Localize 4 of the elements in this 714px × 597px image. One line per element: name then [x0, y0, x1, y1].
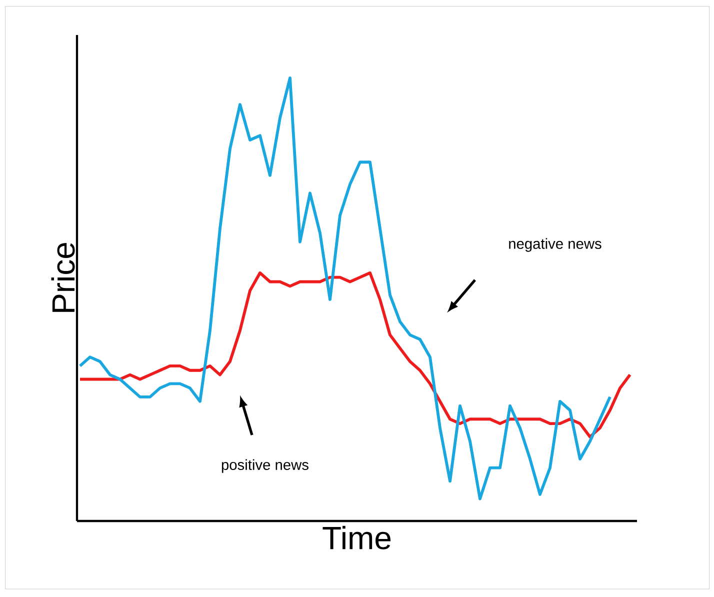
x-axis-title: Time: [322, 526, 391, 550]
annotation: negative news: [509, 238, 602, 252]
y-axis-title: Price: [51, 242, 75, 312]
annotation: positive news: [222, 459, 308, 473]
